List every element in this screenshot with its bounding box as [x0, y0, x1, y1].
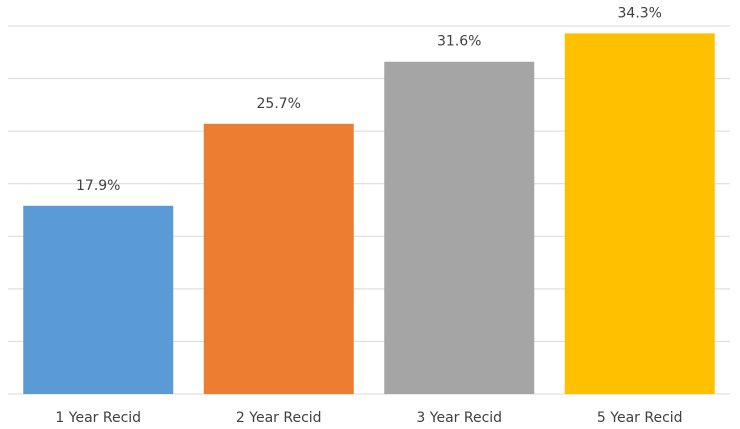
bar	[203, 123, 354, 394]
data-label: 34.3%	[618, 5, 662, 21]
x-tick-label: 5 Year Recid	[597, 410, 683, 426]
bar	[564, 33, 715, 395]
bar	[384, 61, 535, 395]
data-label: 31.6%	[437, 34, 481, 50]
data-label: 17.9%	[76, 178, 120, 194]
x-tick-label: 1 Year Recid	[55, 410, 141, 426]
x-tick-label: 2 Year Recid	[236, 410, 322, 426]
bar	[23, 205, 174, 394]
data-label: 25.7%	[257, 96, 301, 112]
x-tick-label: 3 Year Recid	[416, 410, 502, 426]
